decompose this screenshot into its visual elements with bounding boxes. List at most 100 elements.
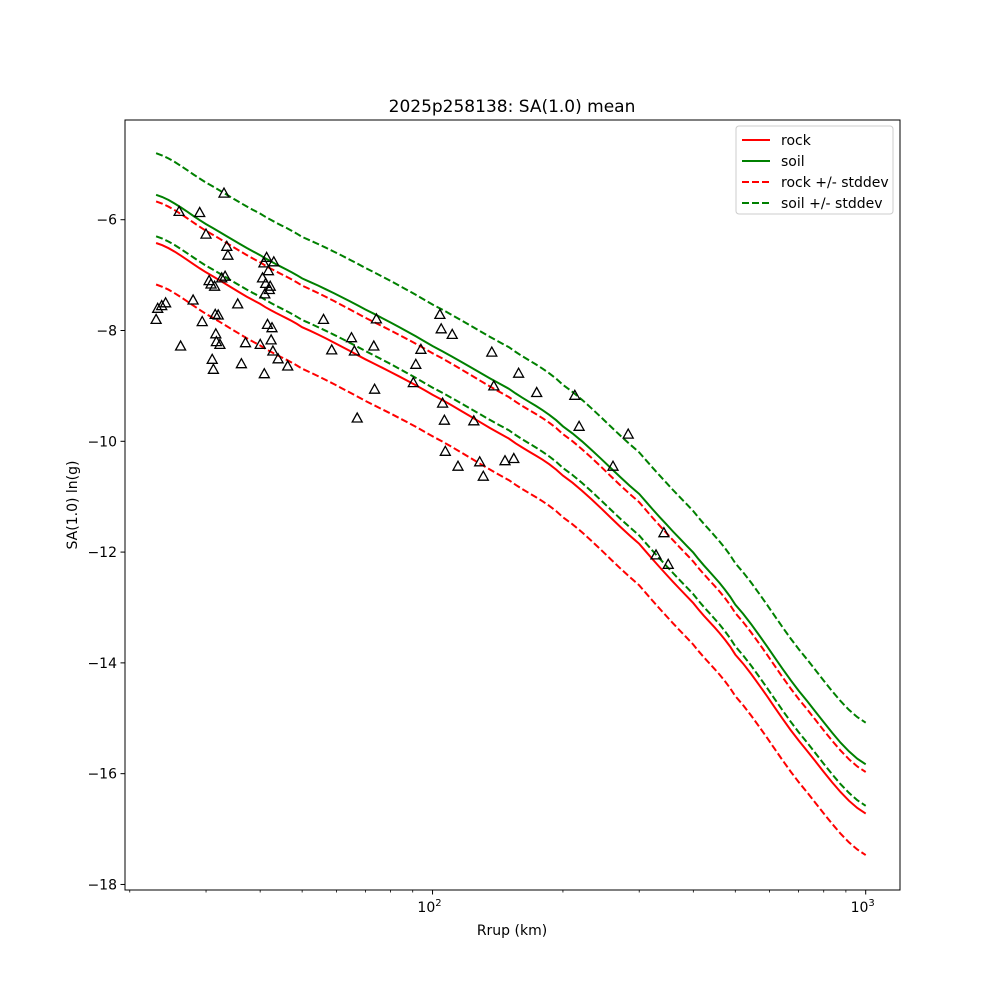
observation-point — [477, 469, 490, 481]
observation-point — [438, 413, 451, 425]
observation-point — [507, 452, 520, 464]
observation-point — [220, 239, 233, 251]
legend-label: soil — [781, 154, 805, 170]
y-axis-ticks: −18 −16 −14 −12 −10 −8 −6 — [87, 213, 125, 893]
observation-point — [348, 344, 361, 356]
observation-point — [498, 454, 512, 466]
observation-point — [662, 557, 675, 569]
observation-point — [446, 328, 459, 340]
observation-point — [266, 344, 280, 356]
observation-point — [325, 343, 338, 355]
observation-point — [433, 308, 447, 320]
plot-frame — [124, 119, 901, 891]
observation-point — [149, 313, 163, 325]
observation-point — [622, 427, 635, 439]
observation-point — [409, 357, 422, 369]
observation-point — [172, 205, 186, 217]
x-axis-label: Rrup (km) — [477, 923, 547, 939]
observation-point — [231, 297, 244, 309]
observation-point — [256, 271, 269, 283]
observation-point — [649, 548, 663, 560]
series-line-2 — [155, 200, 867, 773]
observation-point — [196, 315, 209, 327]
observation-point — [467, 414, 480, 426]
observation-point — [159, 296, 172, 308]
x-tick-exponent: 2 — [435, 898, 441, 909]
observation-point — [206, 352, 219, 364]
observation-point — [199, 227, 213, 239]
observation-point — [407, 376, 420, 388]
observation-point — [572, 419, 586, 431]
series-line-4 — [155, 152, 867, 724]
y-tick-label: −8 — [96, 324, 117, 340]
y-tick-label: −6 — [96, 213, 117, 229]
series-line-1 — [155, 193, 867, 766]
legend-label: rock +/- stddev — [781, 175, 889, 191]
y-tick-label: −18 — [87, 877, 117, 893]
observation-point — [151, 301, 164, 313]
legend-label: rock — [781, 133, 812, 149]
observation-point — [568, 388, 581, 400]
observation-point — [218, 269, 232, 281]
observation-point — [155, 299, 168, 311]
observation-point — [606, 459, 620, 471]
observation-point — [439, 444, 452, 456]
observation-point — [215, 271, 228, 283]
observation-point — [451, 459, 465, 471]
observation-point — [221, 248, 235, 260]
observation-point — [174, 339, 187, 351]
observation-point — [208, 279, 221, 291]
observation-point — [217, 186, 231, 198]
legend: rock soil rock +/- stddev soil +/- stddev — [735, 125, 894, 215]
y-axis-label: SA(1.0) ln(g) — [65, 461, 81, 550]
observation-point — [258, 367, 271, 379]
observation-point — [345, 331, 358, 343]
series-lines — [155, 152, 867, 856]
observation-point — [485, 345, 498, 357]
y-tick-label: −16 — [87, 767, 117, 783]
observation-point — [414, 342, 428, 354]
observation-point — [317, 313, 330, 325]
observation-point — [265, 321, 279, 333]
observation-point — [207, 362, 220, 374]
observation-markers — [149, 186, 675, 569]
observation-point — [271, 352, 285, 364]
y-tick-label: −10 — [87, 434, 117, 450]
observation-point — [263, 283, 276, 295]
observation-point — [193, 206, 206, 218]
observation-point — [281, 359, 294, 371]
observation-point — [530, 386, 543, 398]
observation-point — [473, 455, 486, 467]
observation-point — [657, 526, 671, 538]
observation-point — [213, 338, 227, 350]
observation-point — [351, 411, 364, 423]
plot-area — [125, 120, 900, 890]
observation-point — [259, 277, 272, 289]
legend-box — [735, 125, 894, 215]
observation-point — [512, 366, 525, 378]
observation-point — [261, 318, 274, 330]
observation-point — [260, 251, 273, 263]
observation-point — [264, 333, 278, 345]
observation-point — [435, 322, 448, 334]
observation-point — [487, 379, 500, 391]
observation-point — [264, 279, 277, 291]
observation-point — [267, 255, 280, 267]
y-tick-label: −14 — [87, 656, 117, 672]
legend-label: soil +/- stddev — [781, 196, 883, 212]
observation-point — [262, 264, 275, 276]
y-tick-label: −12 — [87, 545, 117, 561]
observation-point — [212, 308, 225, 320]
observation-point — [239, 336, 252, 348]
series-line-3 — [155, 283, 867, 856]
observation-point — [367, 339, 380, 351]
observation-point — [368, 382, 381, 394]
observation-point — [254, 338, 267, 350]
chart-title: 2025p258138: SA(1.0) mean — [389, 97, 636, 117]
observation-point — [186, 293, 200, 305]
x-tick-exponent: 3 — [868, 898, 874, 909]
observation-point — [257, 256, 271, 268]
observation-point — [436, 396, 449, 408]
